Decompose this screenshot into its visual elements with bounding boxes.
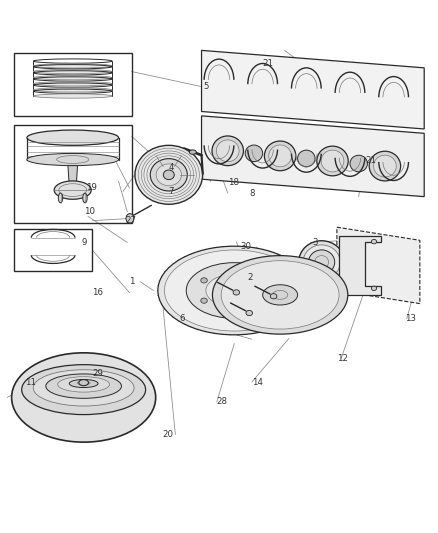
Text: 13: 13 xyxy=(405,314,416,324)
Ellipse shape xyxy=(246,310,253,316)
Ellipse shape xyxy=(58,193,63,203)
Polygon shape xyxy=(68,166,78,188)
Ellipse shape xyxy=(186,263,283,318)
Ellipse shape xyxy=(321,150,344,172)
Text: 14: 14 xyxy=(252,378,263,387)
Ellipse shape xyxy=(33,69,112,74)
Text: 8: 8 xyxy=(250,189,255,198)
Ellipse shape xyxy=(299,241,345,284)
Ellipse shape xyxy=(231,268,237,273)
Ellipse shape xyxy=(135,146,203,204)
Ellipse shape xyxy=(27,130,119,146)
Ellipse shape xyxy=(212,256,348,334)
Ellipse shape xyxy=(265,141,296,171)
Text: 18: 18 xyxy=(228,178,239,187)
Text: 12: 12 xyxy=(337,354,348,362)
Text: 29: 29 xyxy=(92,369,103,378)
Ellipse shape xyxy=(317,146,348,176)
Ellipse shape xyxy=(46,374,121,398)
Ellipse shape xyxy=(54,181,91,199)
Ellipse shape xyxy=(12,353,155,442)
Ellipse shape xyxy=(221,283,247,298)
Ellipse shape xyxy=(261,278,268,283)
Ellipse shape xyxy=(158,246,311,335)
Ellipse shape xyxy=(371,286,377,290)
Bar xyxy=(14,125,132,223)
Text: 19: 19 xyxy=(86,183,97,192)
Ellipse shape xyxy=(69,379,98,387)
Bar xyxy=(14,53,132,116)
Ellipse shape xyxy=(269,145,291,167)
Ellipse shape xyxy=(231,308,237,313)
Ellipse shape xyxy=(369,151,401,181)
Ellipse shape xyxy=(261,298,268,303)
Text: 21: 21 xyxy=(365,156,376,165)
Ellipse shape xyxy=(77,382,90,385)
Bar xyxy=(14,229,92,271)
Text: 7: 7 xyxy=(169,187,174,196)
Ellipse shape xyxy=(156,164,181,185)
Text: 9: 9 xyxy=(81,238,87,247)
Ellipse shape xyxy=(79,379,88,386)
Ellipse shape xyxy=(297,150,315,167)
Ellipse shape xyxy=(201,278,207,283)
Ellipse shape xyxy=(22,365,145,415)
Ellipse shape xyxy=(83,193,87,203)
Ellipse shape xyxy=(163,170,174,180)
Ellipse shape xyxy=(245,145,263,161)
Ellipse shape xyxy=(33,94,112,98)
Ellipse shape xyxy=(233,290,240,295)
Ellipse shape xyxy=(164,250,304,331)
Ellipse shape xyxy=(371,239,377,244)
Ellipse shape xyxy=(33,64,112,68)
Text: 11: 11 xyxy=(25,378,36,387)
Ellipse shape xyxy=(33,76,112,80)
Text: 30: 30 xyxy=(241,243,252,252)
Ellipse shape xyxy=(201,298,207,303)
Text: 3: 3 xyxy=(313,238,318,247)
Text: 2: 2 xyxy=(247,273,253,282)
Ellipse shape xyxy=(33,82,112,86)
Text: 6: 6 xyxy=(180,314,185,324)
Ellipse shape xyxy=(27,154,119,166)
Polygon shape xyxy=(201,51,424,129)
Ellipse shape xyxy=(308,250,335,274)
Text: 1: 1 xyxy=(130,277,135,286)
Ellipse shape xyxy=(33,370,134,406)
Ellipse shape xyxy=(350,155,367,172)
Polygon shape xyxy=(337,227,420,304)
Polygon shape xyxy=(339,236,381,295)
Ellipse shape xyxy=(126,214,134,223)
Text: 16: 16 xyxy=(92,288,103,297)
Text: 27: 27 xyxy=(125,216,136,225)
Ellipse shape xyxy=(150,159,187,191)
Text: 10: 10 xyxy=(84,207,95,216)
Ellipse shape xyxy=(229,287,240,294)
Ellipse shape xyxy=(263,285,297,305)
Ellipse shape xyxy=(374,155,396,177)
Ellipse shape xyxy=(58,377,110,392)
Ellipse shape xyxy=(212,136,244,166)
Text: 28: 28 xyxy=(217,397,228,406)
Text: 4: 4 xyxy=(169,163,174,172)
Ellipse shape xyxy=(221,261,339,329)
Text: 20: 20 xyxy=(162,430,173,439)
Polygon shape xyxy=(201,116,424,197)
Ellipse shape xyxy=(206,274,263,307)
Text: 21: 21 xyxy=(262,59,274,68)
Ellipse shape xyxy=(189,150,196,154)
Ellipse shape xyxy=(291,273,297,279)
Ellipse shape xyxy=(303,245,340,279)
Ellipse shape xyxy=(270,294,277,299)
Ellipse shape xyxy=(33,88,112,92)
Ellipse shape xyxy=(216,140,239,161)
Text: 5: 5 xyxy=(204,82,209,91)
